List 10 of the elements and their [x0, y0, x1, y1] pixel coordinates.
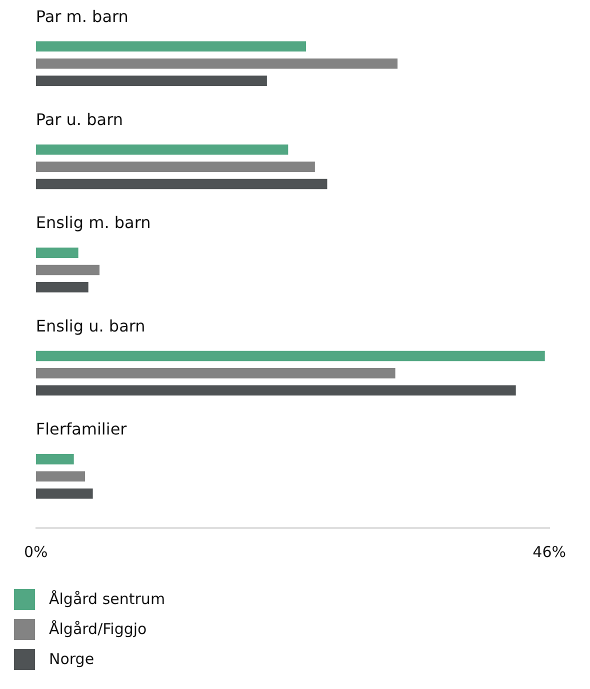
- legend-label: Ålgård sentrum: [49, 590, 166, 608]
- y-tick-label: Enslig m. barn: [36, 213, 151, 232]
- x-tick-label: 0%: [24, 542, 48, 561]
- y-tick-label: Par m. barn: [36, 6, 128, 26]
- y-tick-label: Par u. barn: [36, 110, 124, 129]
- legend-label: Ålgård/Figgjo: [49, 620, 147, 638]
- y-tick-label: Flerfamilier: [36, 420, 128, 439]
- x-tick-label: 46%: [532, 542, 566, 561]
- legend-label: Norge: [49, 650, 94, 668]
- y-tick-label: Enslig u. barn: [36, 316, 146, 336]
